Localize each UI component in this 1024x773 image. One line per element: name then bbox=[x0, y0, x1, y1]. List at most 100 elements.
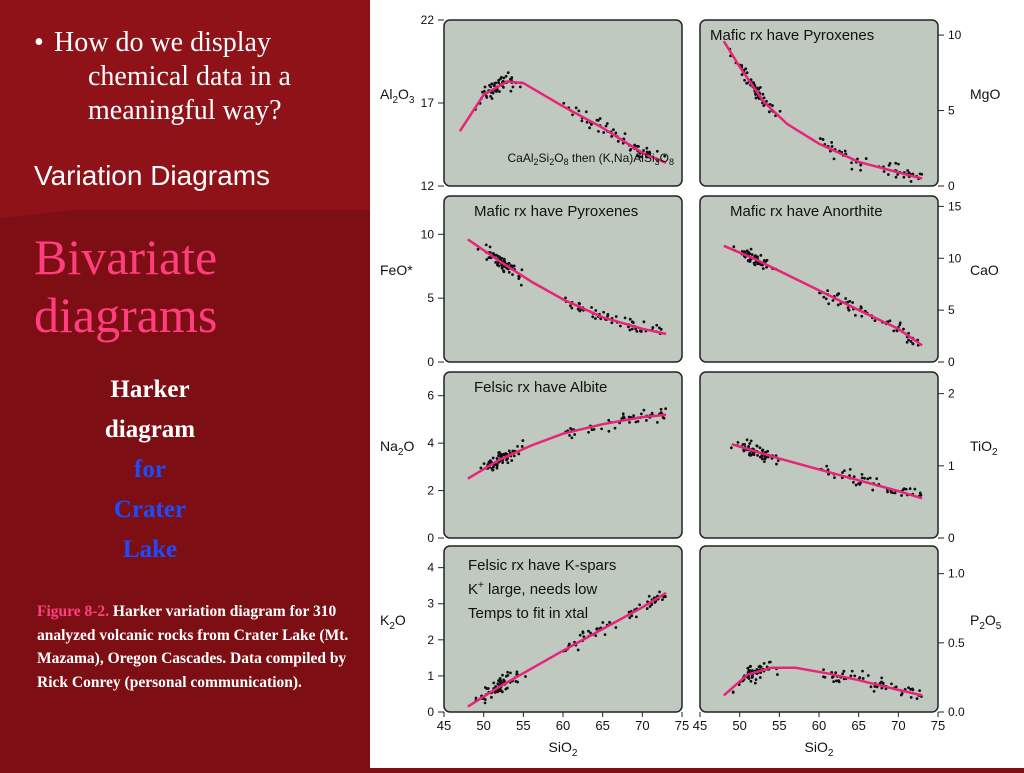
data-point bbox=[587, 430, 590, 434]
data-point bbox=[846, 300, 850, 304]
data-point bbox=[731, 690, 735, 694]
data-point bbox=[620, 417, 624, 420]
data-point bbox=[760, 457, 764, 461]
data-point bbox=[650, 603, 654, 606]
x-tick-label: 70 bbox=[891, 718, 905, 733]
data-point bbox=[510, 459, 514, 462]
data-point bbox=[489, 94, 493, 98]
data-point bbox=[607, 429, 611, 433]
data-point bbox=[587, 629, 590, 633]
data-point bbox=[645, 419, 648, 422]
data-point bbox=[614, 131, 618, 135]
data-point bbox=[569, 426, 572, 430]
data-point bbox=[743, 443, 747, 446]
data-point bbox=[514, 679, 518, 683]
data-point bbox=[521, 439, 525, 442]
x-axis-label: SiO2 bbox=[549, 739, 578, 759]
data-point bbox=[603, 633, 607, 637]
data-point bbox=[506, 670, 510, 674]
data-point bbox=[900, 494, 903, 497]
panel-frame bbox=[699, 19, 939, 187]
trend-line bbox=[723, 244, 923, 347]
data-point bbox=[524, 675, 527, 678]
data-point bbox=[907, 331, 911, 335]
data-point bbox=[754, 96, 758, 100]
data-point bbox=[747, 251, 751, 255]
data-point bbox=[639, 412, 643, 416]
data-point bbox=[756, 262, 760, 266]
panel-p2o5: 1.0 0.5 0.0 P2O5 45 50 55 60 65 70 75 SiO2 bbox=[693, 545, 1002, 759]
data-point bbox=[753, 255, 757, 259]
y-tick-label: 0 bbox=[427, 355, 434, 369]
data-point bbox=[758, 446, 762, 450]
caption-text: Harker variation diagram for 310 analyze… bbox=[37, 603, 349, 691]
data-point bbox=[766, 449, 770, 453]
data-point bbox=[496, 682, 500, 686]
data-point bbox=[501, 673, 504, 677]
data-point bbox=[642, 320, 646, 324]
subtitle: Variation Diagrams bbox=[34, 160, 271, 191]
data-point bbox=[636, 154, 639, 158]
data-point bbox=[590, 123, 593, 126]
data-point bbox=[578, 633, 582, 637]
x-tick-label: 55 bbox=[516, 718, 530, 733]
data-point bbox=[594, 317, 597, 320]
panel-tio2: 2 1 0 TiO2 bbox=[699, 371, 998, 545]
annotation: Mafic rx have Pyroxenes bbox=[710, 27, 874, 44]
data-point bbox=[887, 163, 891, 167]
data-point bbox=[642, 408, 646, 412]
data-point bbox=[483, 698, 487, 701]
data-point bbox=[661, 598, 664, 602]
data-point bbox=[571, 113, 574, 117]
harker-line-3: for bbox=[134, 456, 166, 483]
data-point bbox=[918, 689, 922, 693]
caption-figure-number: Figure 8-2. bbox=[37, 603, 110, 620]
data-point bbox=[822, 295, 826, 299]
data-point bbox=[754, 93, 758, 96]
y-tick-label: 0 bbox=[948, 355, 955, 369]
data-point bbox=[517, 277, 521, 281]
data-point bbox=[602, 310, 606, 314]
data-point bbox=[634, 420, 638, 424]
trend-line bbox=[467, 238, 667, 336]
data-point bbox=[623, 132, 627, 136]
data-point bbox=[604, 124, 608, 128]
y-tick-label: 12 bbox=[421, 179, 435, 193]
data-point bbox=[859, 163, 863, 167]
data-point bbox=[740, 73, 744, 76]
data-point bbox=[655, 323, 659, 327]
data-point bbox=[482, 462, 486, 466]
data-point bbox=[481, 90, 484, 94]
data-point bbox=[732, 245, 736, 249]
y-tick-label: 5 bbox=[948, 303, 955, 317]
data-point bbox=[853, 674, 857, 678]
data-point bbox=[659, 407, 663, 411]
data-point bbox=[492, 83, 496, 87]
data-point bbox=[880, 686, 884, 690]
data-point bbox=[645, 146, 649, 150]
data-point bbox=[747, 444, 751, 448]
question-bullet: • How do we display chemical data in a m… bbox=[34, 26, 354, 128]
data-point bbox=[605, 122, 609, 125]
data-point bbox=[506, 461, 510, 465]
data-point bbox=[886, 490, 889, 494]
panel-na2o: 6 4 2 0 Na2O Felsic rx have Albite bbox=[380, 371, 683, 545]
data-point bbox=[860, 476, 864, 480]
panel-frame bbox=[443, 195, 683, 363]
data-point bbox=[748, 442, 752, 445]
data-point bbox=[504, 452, 508, 456]
data-point bbox=[628, 420, 631, 424]
annotation: Mafic rx have Anorthite bbox=[730, 203, 883, 220]
data-point bbox=[498, 90, 501, 93]
data-point bbox=[574, 106, 578, 110]
data-point bbox=[483, 701, 487, 705]
data-point bbox=[740, 249, 744, 253]
title-line-2: diagrams bbox=[34, 287, 218, 343]
data-point bbox=[907, 686, 910, 690]
data-point bbox=[645, 155, 649, 159]
data-point bbox=[893, 491, 897, 495]
data-point bbox=[484, 243, 488, 247]
data-point bbox=[518, 85, 522, 89]
y-tick-label: 4 bbox=[427, 561, 434, 575]
data-point bbox=[894, 161, 898, 165]
